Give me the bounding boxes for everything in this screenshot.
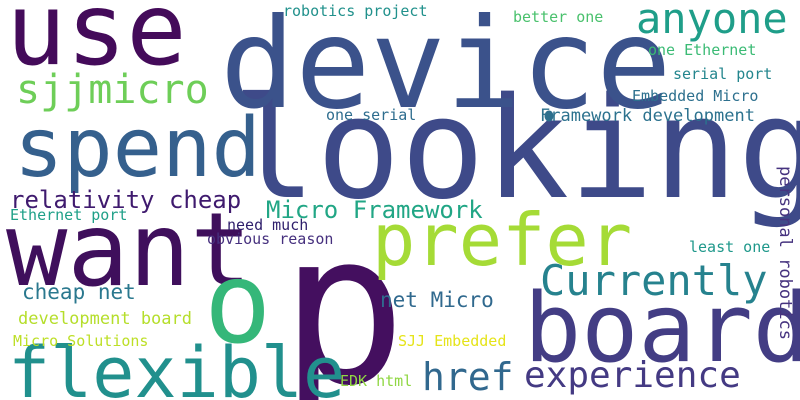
cloud-word: experience (524, 355, 741, 396)
cloud-word: relativity cheap (10, 186, 242, 214)
cloud-word: o (204, 239, 272, 369)
cloud-word: net Micro (380, 288, 494, 312)
cloud-word: spend (14, 101, 261, 196)
cloud-word: Micro Framework (266, 196, 483, 224)
cloud-word: Framework development (540, 106, 755, 126)
cloud-word: development board (18, 309, 192, 329)
cloud-word: cheap net (22, 280, 136, 304)
cloud-word: Embedded Micro (632, 87, 759, 105)
cloud-word: prefer (372, 198, 633, 282)
cloud-word: Micro Solutions (13, 332, 149, 350)
cloud-word: personal robotics (775, 166, 795, 340)
cloud-word: Ethernet port (10, 206, 128, 224)
cloud-word: href (422, 355, 514, 399)
cloud-word: better one (513, 8, 604, 26)
cloud-word: need much (227, 216, 309, 234)
cloud-word: flexible (8, 332, 346, 400)
cloud-word: one serial (326, 106, 417, 124)
cloud-word: least one (689, 238, 771, 256)
cloud-word: obvious reason (207, 230, 334, 248)
cloud-word: Currently (540, 256, 768, 305)
cloud-word: use (6, 0, 187, 88)
cloud-word: anyone (636, 0, 788, 43)
cloud-word: want (6, 191, 252, 310)
cloud-word: p (280, 187, 407, 400)
cloud-word: robotics project (283, 2, 428, 20)
dot-mark (544, 110, 554, 122)
cloud-word: looking (232, 68, 800, 231)
cloud-word: EDK html (340, 372, 413, 390)
cloud-word: device (220, 0, 672, 137)
cloud-word: SJJ Embedded (398, 332, 507, 350)
cloud-word: one Ethernet (648, 41, 757, 59)
cloud-word: board (524, 274, 800, 384)
cloud-word: sjjmicro (16, 67, 209, 113)
cloud-word: serial port (673, 65, 773, 83)
